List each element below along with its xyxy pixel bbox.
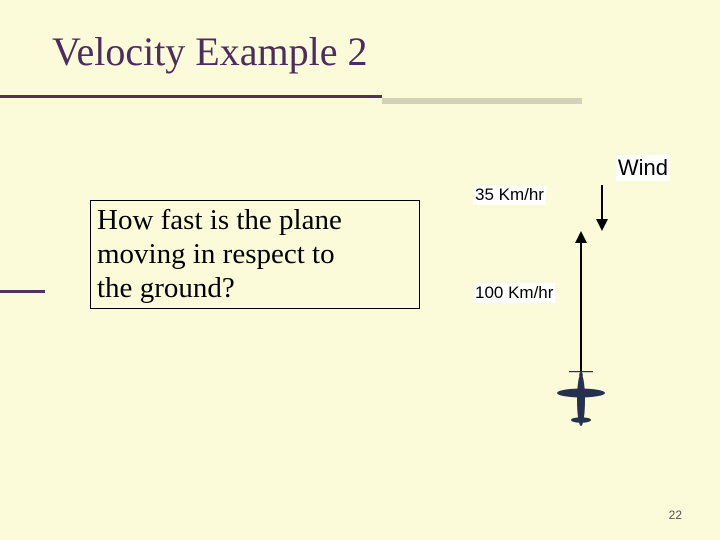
q-line3c: round?	[154, 272, 235, 304]
page-number: 22	[669, 508, 682, 522]
question-text: How fast is the plane moving in respect …	[97, 203, 413, 306]
question-box: How fast is the plane moving in respect …	[90, 200, 420, 309]
wind-arrow-icon	[595, 183, 609, 231]
title-underline-dark	[0, 95, 382, 98]
wind-speed-label: 35 Km/hr	[473, 185, 546, 205]
title-block: Velocity Example 2	[52, 28, 367, 75]
q-line2b: in res	[186, 238, 257, 270]
q-line1: How fast is the plane	[97, 204, 342, 236]
plane-icon	[556, 370, 606, 430]
velocity-diagram: Wind 35 Km/hr 100 Km/hr	[470, 155, 680, 465]
plane-arrow-icon	[574, 231, 588, 379]
title-underline-light	[382, 98, 582, 104]
q-line3b: g	[140, 272, 155, 304]
q-line2c: p	[257, 238, 272, 270]
plane-speed-label: 100 Km/hr	[473, 283, 555, 303]
wind-label: Wind	[616, 155, 670, 181]
q-line3a: the	[97, 272, 140, 304]
side-accent-bar	[0, 290, 45, 293]
slide-title: Velocity Example 2	[52, 28, 367, 75]
q-line2a: moving	[97, 238, 186, 270]
q-line2d: ect to	[271, 238, 335, 270]
